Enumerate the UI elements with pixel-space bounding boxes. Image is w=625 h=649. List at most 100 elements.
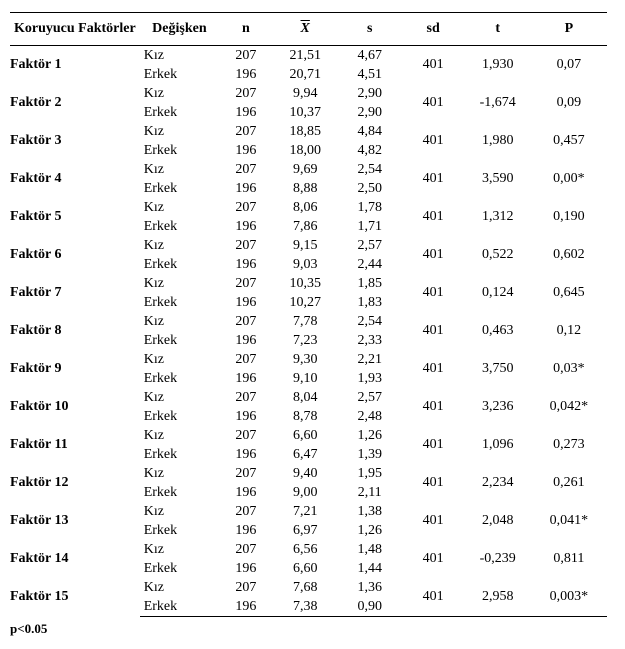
n-cell: 196	[219, 103, 273, 122]
variable-cell: Kız	[140, 578, 219, 597]
n-cell: 207	[219, 388, 273, 407]
s-cell: 1,78	[338, 198, 402, 217]
t-cell: 1,980	[465, 122, 531, 160]
table-row: Faktör 13Kız2077,211,384012,0480,041*	[10, 502, 607, 521]
p-cell: 0,645	[531, 274, 607, 312]
n-cell: 196	[219, 255, 273, 274]
variable-cell: Erkek	[140, 141, 219, 160]
xbar-cell: 6,60	[273, 426, 338, 445]
xbar-cell: 10,37	[273, 103, 338, 122]
s-cell: 1,39	[338, 445, 402, 464]
xbar-cell: 7,23	[273, 331, 338, 350]
xbar-cell: 9,03	[273, 255, 338, 274]
p-cell: 0,07	[531, 46, 607, 85]
n-cell: 207	[219, 198, 273, 217]
n-cell: 196	[219, 369, 273, 388]
xbar-cell: 9,30	[273, 350, 338, 369]
n-cell: 196	[219, 293, 273, 312]
table-row: Faktör 14Kız2076,561,48401-0,2390,811	[10, 540, 607, 559]
sd-cell: 401	[402, 198, 465, 236]
sd-cell: 401	[402, 274, 465, 312]
n-cell: 196	[219, 407, 273, 426]
sd-cell: 401	[402, 350, 465, 388]
factor-label: Faktör 7	[10, 274, 140, 312]
variable-cell: Kız	[140, 274, 219, 293]
t-cell: -0,239	[465, 540, 531, 578]
table-row: Faktör 4Kız2079,692,544013,5900,00*	[10, 160, 607, 179]
s-cell: 1,71	[338, 217, 402, 236]
s-cell: 2,54	[338, 312, 402, 331]
s-cell: 1,93	[338, 369, 402, 388]
factor-label: Faktör 5	[10, 198, 140, 236]
s-cell: 1,38	[338, 502, 402, 521]
xbar-cell: 8,04	[273, 388, 338, 407]
t-cell: 3,590	[465, 160, 531, 198]
n-cell: 207	[219, 84, 273, 103]
variable-cell: Erkek	[140, 369, 219, 388]
factor-label: Faktör 2	[10, 84, 140, 122]
xbar-cell: 8,88	[273, 179, 338, 198]
p-cell: 0,273	[531, 426, 607, 464]
n-cell: 207	[219, 236, 273, 255]
variable-cell: Kız	[140, 236, 219, 255]
n-cell: 196	[219, 65, 273, 84]
p-cell: 0,190	[531, 198, 607, 236]
t-cell: 0,463	[465, 312, 531, 350]
s-cell: 1,36	[338, 578, 402, 597]
n-cell: 207	[219, 578, 273, 597]
s-cell: 1,85	[338, 274, 402, 293]
sd-cell: 401	[402, 502, 465, 540]
xbar-cell: 7,38	[273, 597, 338, 617]
variable-cell: Kız	[140, 160, 219, 179]
p-cell: 0,261	[531, 464, 607, 502]
xbar-cell: 7,78	[273, 312, 338, 331]
sd-cell: 401	[402, 312, 465, 350]
col-factor: Koruyucu Faktörler	[10, 13, 140, 46]
factor-label: Faktör 1	[10, 46, 140, 85]
table-row: Faktör 12Kız2079,401,954012,2340,261	[10, 464, 607, 483]
factor-label: Faktör 15	[10, 578, 140, 617]
xbar-cell: 8,06	[273, 198, 338, 217]
t-cell: 2,958	[465, 578, 531, 617]
variable-cell: Kız	[140, 464, 219, 483]
xbar-cell: 18,00	[273, 141, 338, 160]
factor-label: Faktör 12	[10, 464, 140, 502]
table-row: Faktör 5Kız2078,061,784011,3120,190	[10, 198, 607, 217]
variable-cell: Erkek	[140, 179, 219, 198]
s-cell: 2,57	[338, 236, 402, 255]
variable-cell: Erkek	[140, 331, 219, 350]
table-body: Faktör 1Kız20721,514,674011,9300,07Erkek…	[10, 46, 607, 617]
table-header-row: Koruyucu Faktörler Değişken n X s sd t P	[10, 13, 607, 46]
factor-label: Faktör 3	[10, 122, 140, 160]
xbar-cell: 9,10	[273, 369, 338, 388]
n-cell: 196	[219, 483, 273, 502]
xbar-cell: 9,15	[273, 236, 338, 255]
variable-cell: Kız	[140, 502, 219, 521]
col-s: s	[338, 13, 402, 46]
col-variable: Değişken	[140, 13, 219, 46]
t-cell: 1,096	[465, 426, 531, 464]
s-cell: 2,54	[338, 160, 402, 179]
n-cell: 207	[219, 274, 273, 293]
p-cell: 0,003*	[531, 578, 607, 617]
variable-cell: Erkek	[140, 597, 219, 617]
factor-label: Faktör 6	[10, 236, 140, 274]
n-cell: 207	[219, 46, 273, 66]
sd-cell: 401	[402, 160, 465, 198]
s-cell: 4,67	[338, 46, 402, 66]
xbar-cell: 9,00	[273, 483, 338, 502]
table-row: Faktör 9Kız2079,302,214013,7500,03*	[10, 350, 607, 369]
variable-cell: Kız	[140, 540, 219, 559]
sd-cell: 401	[402, 464, 465, 502]
variable-cell: Kız	[140, 46, 219, 66]
xbar-cell: 9,94	[273, 84, 338, 103]
s-cell: 1,95	[338, 464, 402, 483]
variable-cell: Erkek	[140, 521, 219, 540]
sd-cell: 401	[402, 540, 465, 578]
stats-table: Koruyucu Faktörler Değişken n X s sd t P…	[10, 12, 607, 617]
t-cell: 2,234	[465, 464, 531, 502]
table-row: Faktör 8Kız2077,782,544010,4630,12	[10, 312, 607, 331]
t-cell: 0,522	[465, 236, 531, 274]
factor-label: Faktör 13	[10, 502, 140, 540]
sd-cell: 401	[402, 236, 465, 274]
